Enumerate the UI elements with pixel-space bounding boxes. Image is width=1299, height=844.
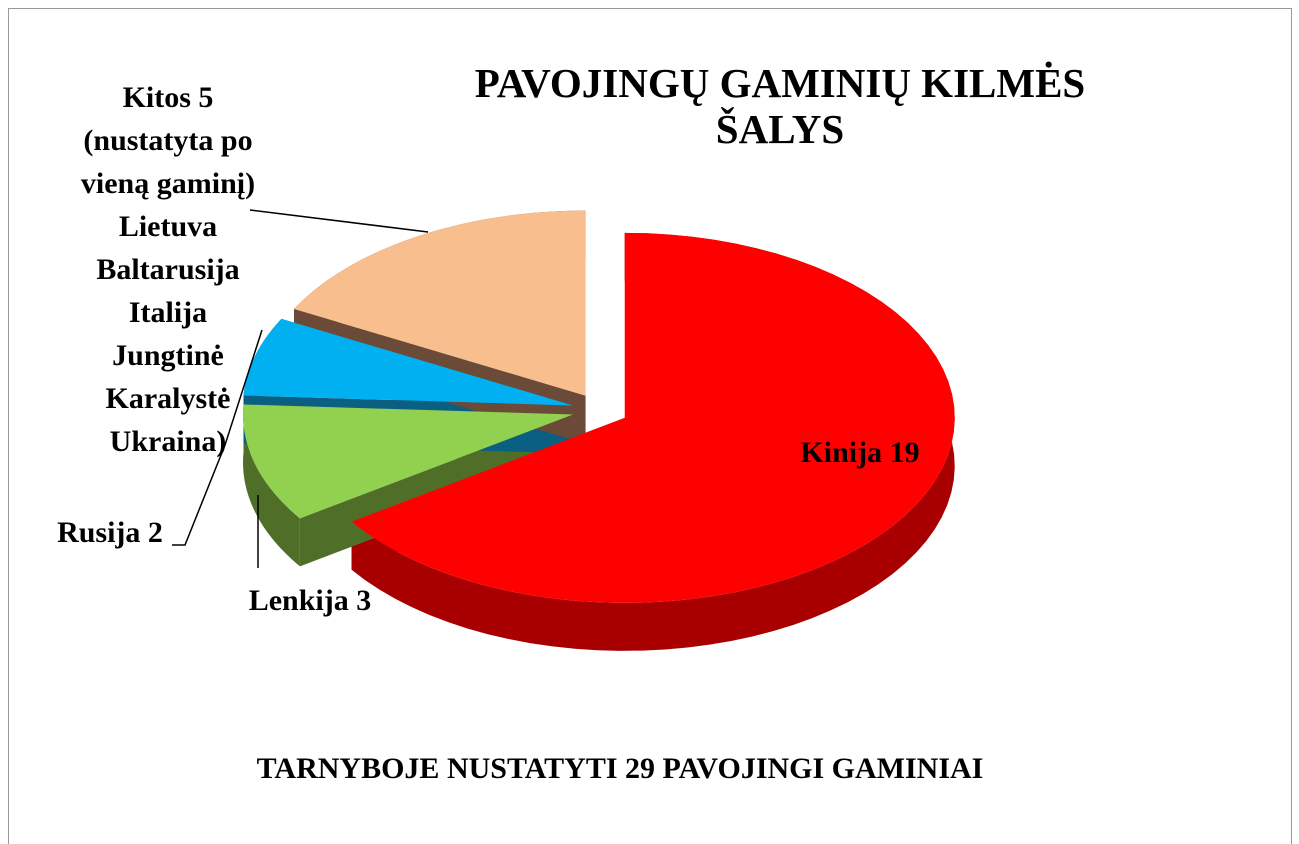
data-label: Italija	[129, 296, 207, 329]
data-label: (nustatyta po	[83, 124, 252, 157]
slice-side	[243, 404, 300, 567]
data-label: Baltarusija	[96, 253, 239, 286]
data-label: Lietuva	[119, 210, 217, 243]
data-label: vieną gaminį)	[81, 167, 255, 200]
data-label: Rusija 2	[57, 516, 163, 549]
chart-title: PAVOJINGŲ GAMINIŲ KILMĖS ŠALYS	[474, 60, 1086, 152]
pie	[243, 210, 955, 651]
slice-top	[243, 404, 574, 519]
chart-subtitle: TARNYBOJE NUSTATYTI 29 PAVOJINGI GAMINIA…	[256, 752, 984, 785]
data-label: Karalystė	[106, 382, 231, 415]
slice-top	[351, 232, 955, 603]
data-label: Ukraina)	[110, 425, 227, 458]
data-label: Kitos 5	[123, 81, 214, 114]
data-label: Kinija 19	[800, 436, 919, 469]
slice-top	[294, 210, 586, 396]
data-label: Jungtinė	[112, 339, 224, 372]
data-label: Lenkija 3	[249, 584, 372, 617]
leader-line	[172, 329, 263, 546]
frame	[8, 8, 1292, 844]
leader-line	[249, 209, 429, 233]
slice-top	[243, 318, 574, 406]
